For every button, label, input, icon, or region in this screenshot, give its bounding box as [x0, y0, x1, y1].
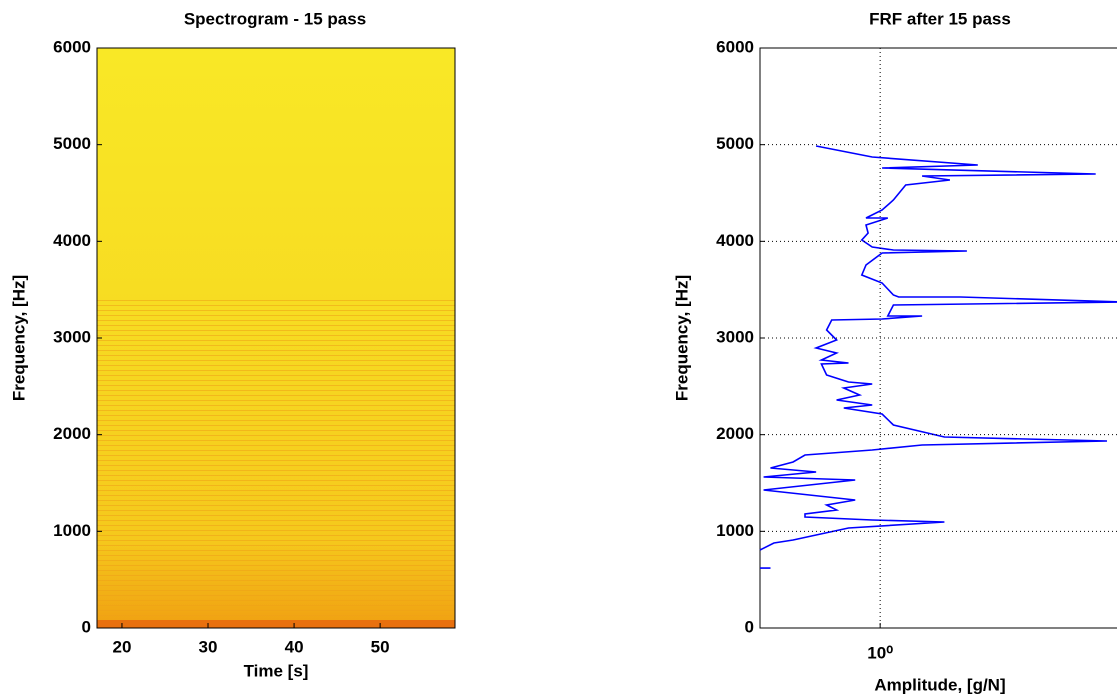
y-tick-label: 5000	[716, 134, 754, 153]
spectrogram-low-band	[97, 620, 455, 628]
x-tick-label: 10⁰	[867, 643, 893, 662]
y-tick-label: 2000	[53, 424, 91, 443]
y-tick-label: 6000	[53, 37, 91, 56]
y-tick-label: 1000	[53, 521, 91, 540]
y-axis-label: Frequency, [Hz]	[672, 275, 691, 401]
y-tick-label: 0	[745, 617, 754, 636]
x-axis-label: Time [s]	[244, 661, 309, 680]
chart-title: Spectrogram - 15 pass	[184, 9, 366, 28]
y-tick-label: 3000	[53, 327, 91, 346]
y-tick-label: 0	[82, 617, 91, 636]
spectrogram-bands	[97, 300, 455, 628]
x-tick-label: 20	[112, 637, 131, 656]
y-tick-label: 4000	[716, 231, 754, 250]
chart-title: FRF after 15 pass	[869, 9, 1011, 28]
x-tick-label: 50	[371, 637, 390, 656]
axes-frame	[759, 47, 1117, 629]
y-tick-label: 5000	[53, 134, 91, 153]
y-tick-label: 6000	[716, 37, 754, 56]
y-tick-label: 1000	[716, 521, 754, 540]
y-axis-label: Frequency, [Hz]	[9, 275, 28, 401]
x-tick-label: 30	[199, 637, 218, 656]
y-tick-label: 4000	[53, 231, 91, 250]
y-tick-label: 2000	[716, 424, 754, 443]
frf-line	[759, 145, 1117, 569]
y-tick-label: 3000	[716, 327, 754, 346]
x-tick-label: 40	[285, 637, 304, 656]
x-axis-label: Amplitude, [g/N]	[874, 675, 1005, 694]
